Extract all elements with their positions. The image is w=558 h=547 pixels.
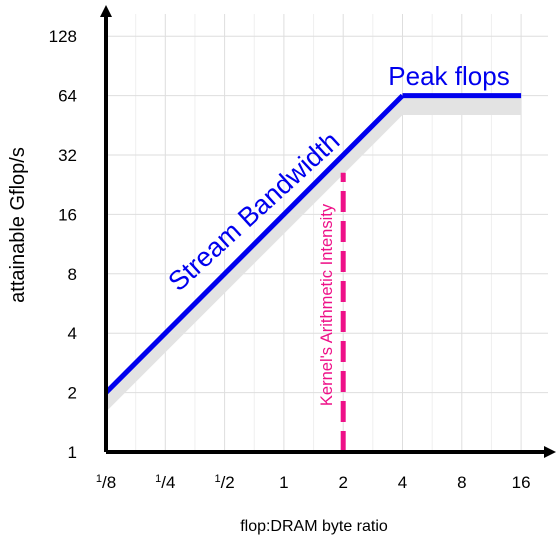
y-axis-arrow [100, 5, 112, 17]
y-tick-label: 8 [68, 265, 77, 284]
x-axis-title: flop:DRAM byte ratio [240, 518, 388, 535]
y-tick-label: 4 [68, 324, 77, 343]
y-tick-label: 16 [58, 205, 77, 224]
x-tick-label: 1 [279, 473, 288, 492]
annotation-peak-flops: Peak flops [388, 61, 509, 91]
y-tick-label: 1 [68, 443, 77, 462]
x-tick-label: 4 [398, 473, 407, 492]
y-tick-label: 64 [58, 87, 77, 106]
x-tick-label: 1/2 [214, 473, 234, 492]
y-tick-label: 32 [58, 146, 77, 165]
marker-label: Kernel's Arithmetic Intensity [318, 203, 336, 406]
x-tick-label: 1/4 [155, 473, 175, 492]
x-tick-label: 16 [512, 473, 531, 492]
x-axis-arrow [544, 446, 556, 458]
grid-layer [106, 14, 548, 452]
stream-bandwidth-line [104, 93, 405, 395]
x-tick-label: 8 [457, 473, 466, 492]
tick-layer: 1/8 1/4 1/2 1 2 4 8 16 1 2 4 8 16 32 64 128 [49, 27, 531, 492]
y-tick-label: 2 [68, 384, 77, 403]
y-tick-label: 128 [49, 27, 77, 46]
axes-layer [100, 5, 556, 458]
x-tick-label: 2 [338, 473, 347, 492]
label-layer: Stream Bandwidth Peak flops Kernel's Ari… [7, 61, 510, 535]
x-tick-label: 1/8 [96, 473, 116, 492]
y-axis-title: attainable Gflop/s [7, 147, 29, 303]
series-layer [104, 93, 522, 395]
